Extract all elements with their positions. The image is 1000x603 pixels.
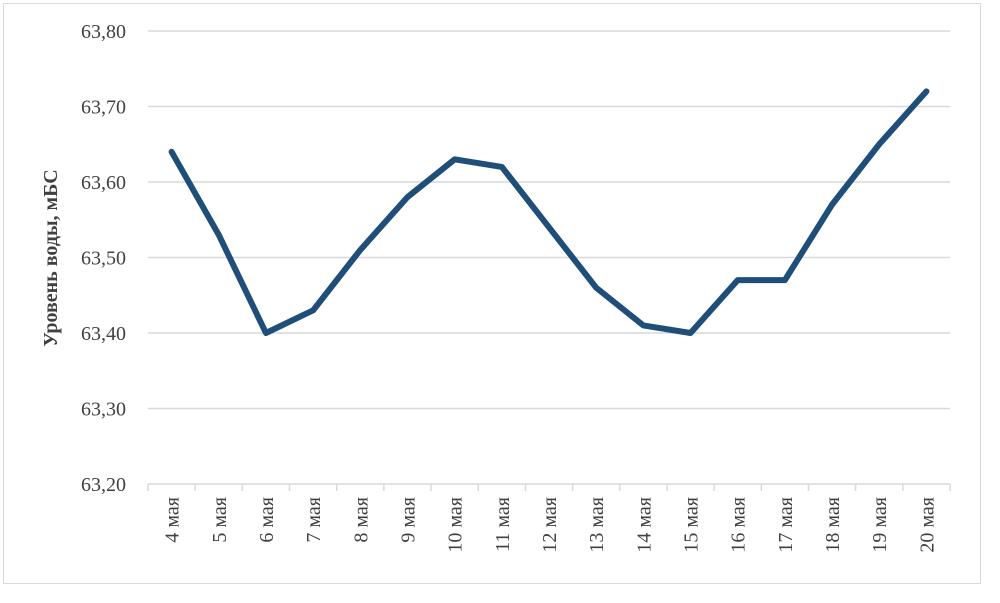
series-line — [168, 88, 930, 336]
y-tick-label: 63,40 — [81, 323, 126, 345]
y-axis-title: Уровень воды, мБС — [40, 169, 62, 346]
x-tick-label: 13 мая — [586, 497, 608, 553]
y-tick-label: 63,50 — [81, 248, 126, 270]
y-tick-labels: 63,20 63,30 63,40 63,50 63,60 63,70 63,80 — [81, 21, 126, 496]
x-tick-label: 6 мая — [256, 497, 278, 543]
x-axis — [147, 483, 951, 491]
x-tick-label: 9 мая — [397, 497, 419, 543]
y-tick-label: 63,80 — [81, 21, 126, 43]
series-layer — [168, 88, 930, 336]
x-tick-label: 19 мая — [869, 497, 891, 553]
x-tick-label: 20 мая — [916, 497, 938, 553]
x-tick-labels: 4 мая 5 мая 6 мая 7 мая 8 мая 9 мая 10 мая 11 м… — [162, 497, 939, 553]
x-tick-label: 14 мая — [633, 497, 655, 553]
x-tick-label: 15 мая — [681, 497, 703, 553]
x-tick-label: 12 мая — [539, 497, 561, 553]
x-tick-label: 11 мая — [492, 497, 514, 552]
y-tick-label: 63,30 — [81, 399, 126, 421]
x-tick-label: 8 мая — [350, 497, 372, 543]
x-tick-label: 16 мая — [728, 497, 750, 553]
y-tick-label: 63,20 — [81, 474, 126, 496]
x-tick-label: 7 мая — [303, 497, 325, 543]
x-tick-label: 10 мая — [445, 497, 467, 553]
chart-frame — [3, 3, 981, 584]
y-tick-label: 63,60 — [81, 172, 126, 194]
x-tick-label: 4 мая — [162, 497, 184, 543]
x-tick-label: 18 мая — [822, 497, 844, 553]
x-tick-label: 17 мая — [775, 497, 797, 553]
y-tick-label: 63,70 — [81, 97, 126, 119]
x-tick-label: 5 мая — [209, 497, 231, 543]
grid-lines — [148, 30, 950, 410]
